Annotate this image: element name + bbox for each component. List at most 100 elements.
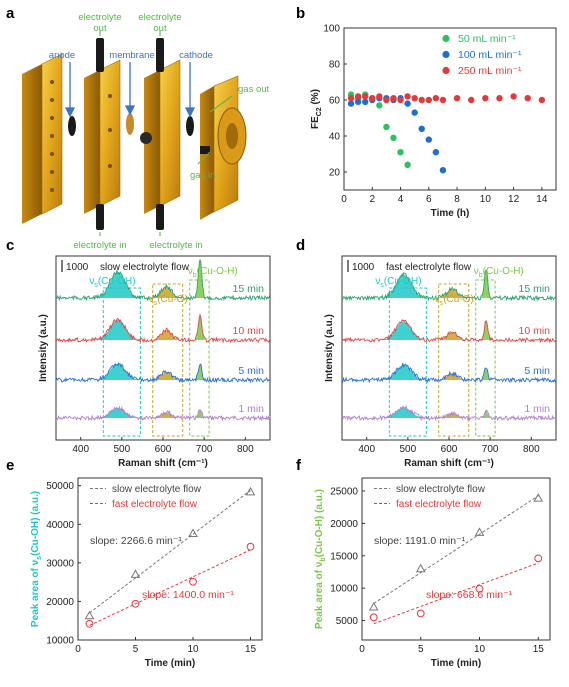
fit-line-1 — [373, 562, 539, 625]
x-axis-title: Raman shift (cm⁻¹) — [118, 458, 208, 469]
data-point-1-1 — [416, 609, 425, 618]
anode-electrode — [68, 116, 76, 136]
label-electrolyte-in-1: electrolyte in — [73, 240, 126, 251]
x-tick-label: 500 — [400, 444, 417, 455]
x-tick-label: 800 — [523, 444, 540, 455]
x-tick-label: 10 — [474, 644, 486, 655]
data-point-2-9 — [411, 95, 418, 102]
data-point-2-7 — [397, 96, 404, 104]
x-tick-label: 600 — [441, 444, 458, 455]
gas-in-fitting — [200, 146, 210, 154]
panel-c-plot-area: 15 min 10 min 5 min 1 min νs(Cu-OH) νs(Cu-O) ν… — [38, 255, 271, 469]
data-point-1-0 — [347, 100, 355, 107]
data-point-2-2 — [362, 93, 369, 100]
x-tick-label: 14 — [536, 194, 548, 205]
data-point-2-19 — [524, 95, 531, 102]
slope-label-0: slope: 2266.6 min⁻¹ — [90, 535, 182, 547]
region-box-0 — [102, 287, 141, 437]
x-tick-label: 10 — [187, 644, 199, 655]
data-point-2-16 — [482, 95, 489, 102]
legend-label-1: fast electrolyte flow — [396, 499, 482, 510]
data-point-0-5 — [383, 123, 390, 131]
panel-letter-e: e — [6, 457, 14, 474]
region-label-0: νs(Cu-OH) — [375, 276, 421, 289]
region-label-1: νs(Cu-O) — [149, 294, 188, 307]
x-tick-label: 5 — [133, 644, 139, 655]
data-point-0-3 — [245, 486, 256, 496]
y-tick-label: 80 — [329, 60, 341, 71]
x-tick-label: 15 — [533, 644, 545, 655]
legend-label-0: slow electrolyte flow — [396, 484, 486, 495]
spectrum-line-3 — [341, 404, 557, 422]
data-point-2-0 — [347, 95, 355, 102]
label-electrolyte-out-2: electrolyte out — [138, 12, 181, 34]
data-point-1-11 — [425, 136, 432, 143]
y-tick-label: 60 — [329, 96, 341, 107]
y-tick-label: 5000 — [336, 616, 359, 627]
data-point-2-6 — [390, 95, 397, 102]
anode-end-plate — [22, 53, 63, 224]
y-tick-label: 20000 — [46, 597, 74, 608]
fit-line-1 — [89, 549, 251, 626]
region-label-2: νb(Cu-O-H) — [474, 266, 524, 279]
peak-fill-3-2 — [194, 409, 206, 418]
x-tick-label: 6 — [426, 194, 432, 205]
spectrum-label-0: 15 min — [232, 283, 264, 295]
y-axis-title: FEC2 (%) — [310, 89, 323, 129]
y-tick-label: 40000 — [46, 520, 74, 531]
data-point-2-1 — [354, 93, 362, 100]
data-point-1-0 — [85, 619, 94, 628]
peak-fill-2-0 — [94, 363, 142, 380]
anode-flow-plate — [84, 38, 121, 230]
data-point-2-8 — [404, 93, 411, 100]
panel-f-plot-area: 0 5 10 15 5000 10000 15000 20000 25000 Time (min)… — [314, 477, 551, 669]
y-tick-label: 25000 — [330, 486, 358, 497]
x-tick-label: 0 — [341, 194, 347, 205]
x-axis-title: Time (min) — [145, 658, 195, 669]
y-tick-label: 50000 — [46, 481, 74, 492]
x-axis-title: Time (min) — [431, 658, 481, 669]
label-gas-in: gas in — [190, 170, 215, 181]
scale-bar-label: 1000 — [352, 262, 375, 273]
y-tick-label: 20 — [329, 168, 341, 179]
data-point-0-1 — [130, 569, 141, 578]
electrolyte-in-fitting-1 — [96, 204, 104, 230]
data-point-1-3 — [246, 542, 255, 551]
data-point-1-2 — [189, 577, 197, 586]
spectrum-line-1 — [55, 313, 271, 344]
legend-marker-2 — [442, 66, 450, 75]
data-point-0-0 — [368, 601, 379, 611]
x-tick-label: 700 — [196, 444, 213, 455]
data-point-0-1 — [415, 563, 426, 573]
data-point-2-4 — [376, 93, 383, 100]
cathode-flow-plate — [140, 38, 181, 230]
membrane-sheet — [126, 113, 134, 135]
spectrum-line-0 — [341, 269, 557, 302]
spectrum-label-0: 15 min — [518, 283, 550, 295]
panel-d-raman-fast-flow: d 15 min 10 min 5 min 1 min νs(Cu-OH) νs(Cu-O… — [296, 237, 557, 469]
fit-line-0 — [89, 490, 251, 614]
spectrum-line-1 — [341, 318, 557, 344]
x-tick-label: 15 — [245, 644, 257, 655]
x-tick-label: 500 — [114, 444, 131, 455]
data-point-2-20 — [538, 96, 546, 104]
peak-fill-1-1 — [436, 332, 469, 340]
data-point-2-18 — [510, 93, 517, 100]
y-tick-label: 100 — [323, 24, 340, 35]
spectrum-line-0 — [55, 259, 271, 302]
x-tick-label: 800 — [237, 444, 254, 455]
data-point-1-12 — [432, 149, 440, 156]
data-point-2-13 — [439, 96, 447, 104]
y-axis-title: Peak area of νs(Cu-OH) (a.u.) — [30, 491, 43, 627]
panel-f-peak-area-cu-o-h: f 0 5 10 15 5000 10000 15000 20000 25000 Time (mi… — [296, 457, 551, 669]
y-tick-label: 10000 — [330, 584, 358, 595]
data-point-1-9 — [411, 109, 418, 116]
data-point-0-3 — [533, 493, 544, 502]
data-point-0-7 — [397, 149, 404, 156]
data-point-0-2 — [474, 527, 485, 536]
label-gas-out: gas out — [238, 84, 270, 95]
panel-letter-f: f — [296, 457, 302, 474]
x-tick-label: 400 — [358, 444, 375, 455]
data-point-2-5 — [383, 96, 390, 104]
x-tick-label: 4 — [398, 194, 404, 205]
